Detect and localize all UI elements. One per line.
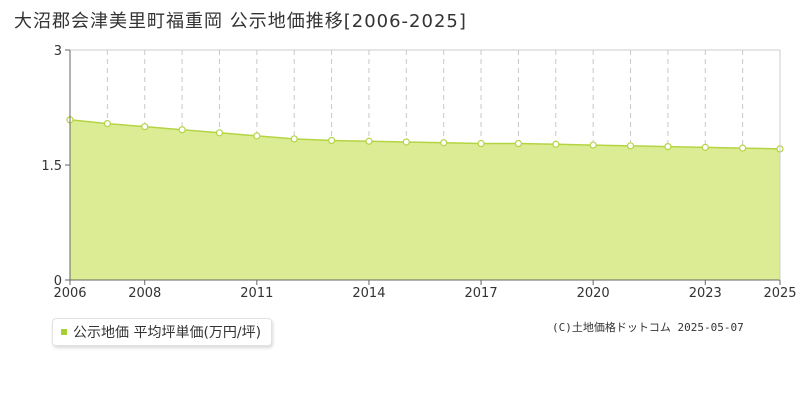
marker-layer	[66, 116, 784, 153]
data-point	[701, 143, 709, 151]
data-point	[178, 126, 186, 134]
data-point	[664, 143, 672, 151]
legend-label: 公示地価 平均坪単価(万円/坪)	[73, 325, 262, 341]
x-tick-label: 2023	[689, 286, 722, 301]
data-point	[477, 139, 485, 148]
data-point	[440, 139, 448, 147]
data-point	[103, 119, 111, 128]
data-point	[402, 138, 410, 146]
axis-layer: 0 1.5 3 2006 2008 2011 2014 2017 2020 2023 2025	[41, 44, 796, 301]
y-tick-label: 3	[54, 44, 62, 59]
x-tick-label: 2008	[128, 286, 161, 301]
data-point	[215, 129, 224, 137]
y-tick-label: 1.5	[41, 159, 62, 174]
series-area	[70, 119, 780, 281]
data-point	[141, 123, 149, 131]
data-point	[327, 136, 336, 145]
x-tick-label: 2017	[465, 286, 498, 301]
data-point	[514, 139, 523, 148]
chart-title: 大沼郡会津美里町福重岡 公示地価推移[2006-2025]	[14, 11, 467, 32]
legend-swatch	[61, 329, 67, 335]
x-tick-label: 2020	[577, 286, 610, 301]
area-layer	[69, 119, 781, 281]
data-point	[626, 142, 635, 150]
x-tick-label: 2014	[352, 286, 385, 301]
y-tick-label: 0	[54, 274, 62, 289]
x-tick-label: 2011	[240, 286, 273, 301]
data-point	[365, 137, 373, 145]
data-point	[552, 140, 560, 148]
series-line	[69, 119, 781, 150]
legend: 公示地価 平均坪単価(万円/坪)	[52, 318, 273, 346]
x-tick-label: 2006	[53, 286, 86, 301]
data-point	[589, 141, 597, 149]
copyright-text: (C)土地価格ドットコム 2025-05-07	[552, 321, 744, 334]
data-point	[290, 135, 298, 143]
x-tick-label: 2025	[763, 286, 796, 301]
data-point	[253, 132, 261, 140]
data-point	[739, 144, 747, 152]
